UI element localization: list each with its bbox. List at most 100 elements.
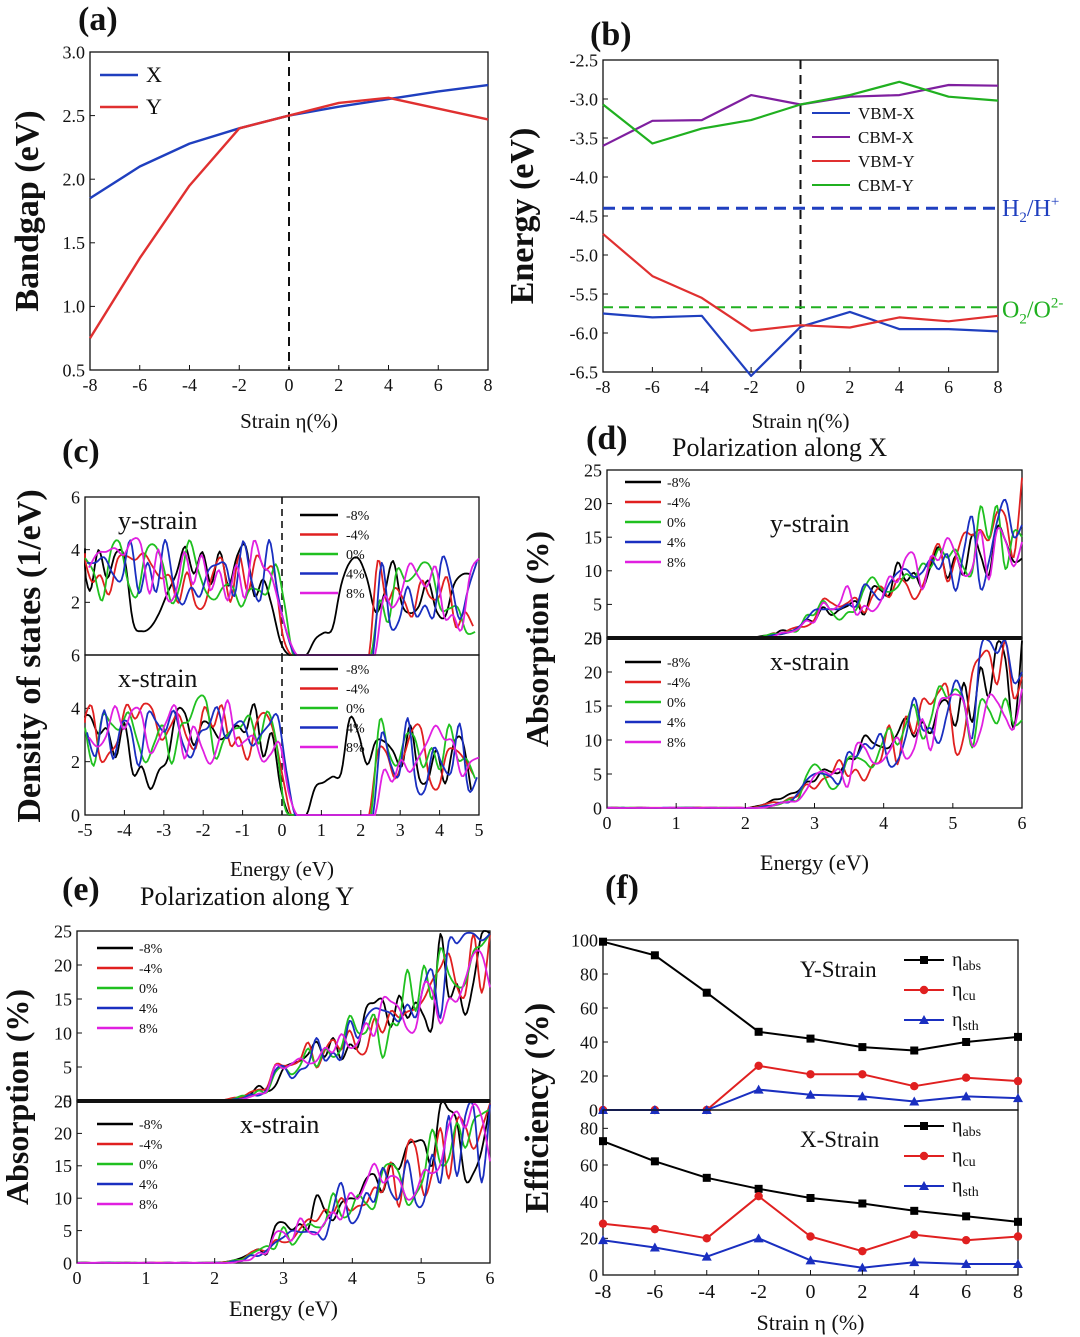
marker-triangle xyxy=(909,1096,920,1106)
y-axis-label-b: Energy (eV) xyxy=(504,128,541,305)
y-axis-e2-tick-label: 5 xyxy=(63,1221,72,1241)
marker-triangle xyxy=(598,1235,608,1245)
x-axis-c-tick-label: -3 xyxy=(156,820,171,840)
y-axis-c2-tick-label: 6 xyxy=(71,645,80,665)
y-axis-f1-tick-label: 40 xyxy=(580,1032,598,1052)
legend-label-c: 8% xyxy=(346,587,365,602)
legend-label-c: 4% xyxy=(346,568,365,583)
y-axis-e2-tick-label: 25 xyxy=(54,1091,72,1111)
y-axis-d2-tick-label: 20 xyxy=(584,662,602,682)
legend-sub: cu xyxy=(962,1155,975,1170)
panel-label-f: (f) xyxy=(605,869,639,906)
series-line-b-VBM-X xyxy=(602,310,999,377)
x-axis-d-tick-label: 3 xyxy=(810,813,819,833)
legend-sub: cu xyxy=(962,989,975,1004)
reference-label-h2: H2/H+ xyxy=(1002,194,1059,226)
legend-sub: sth xyxy=(962,1185,978,1200)
legend-sub: abs xyxy=(962,959,981,974)
marker-triangle xyxy=(961,1091,972,1101)
legend-label-d: 0% xyxy=(667,516,686,531)
x-axis-f-tick-label: 2 xyxy=(857,1281,867,1303)
marker-square xyxy=(858,1043,867,1052)
marker-square xyxy=(599,1137,607,1146)
x-axis-e-tick-label: 6 xyxy=(486,1268,495,1288)
sup: + xyxy=(1051,194,1059,210)
x-axis-d-tick-label: 4 xyxy=(879,813,888,833)
marker-square xyxy=(806,1034,815,1043)
legend-label-c: -8% xyxy=(346,663,370,678)
legend-label-d: -4% xyxy=(667,496,691,511)
x-axis-a-tick-label: 4 xyxy=(384,375,393,395)
dos-curve-c2 xyxy=(84,694,476,816)
marker-square xyxy=(754,1027,763,1036)
y-axis-d1-tick-label: 5 xyxy=(593,595,602,615)
sub: 2 xyxy=(1019,210,1027,226)
x-axis-label-a: Strain η(%) xyxy=(240,409,338,433)
x-axis-f-tick-label: 6 xyxy=(961,1281,971,1303)
y-axis-b-tick-label: -4.0 xyxy=(570,167,599,187)
y-axis-c2-tick-label: 0 xyxy=(71,805,80,825)
marker-triangle xyxy=(857,1091,868,1101)
x-axis-b-tick-label: 2 xyxy=(845,377,854,397)
series-line-b-CBM-Y xyxy=(602,80,999,145)
legend-marker-f xyxy=(920,956,928,964)
marker-circle xyxy=(650,1224,660,1234)
y-axis-e1-tick-label: 5 xyxy=(63,1057,72,1077)
x-axis-e-tick-label: 3 xyxy=(279,1268,288,1288)
x-axis-c-tick-label: -5 xyxy=(78,820,93,840)
marker-square xyxy=(650,1157,659,1166)
x-axis-f-tick-label: -8 xyxy=(595,1281,612,1303)
subpanel-title-c1: y-strain xyxy=(118,506,197,535)
dos-curve-c1 xyxy=(88,537,480,656)
legend-label-e: 4% xyxy=(139,1178,158,1193)
y-axis-b-tick-label: -5.5 xyxy=(570,284,599,304)
subpanel-title-d2: x-strain xyxy=(770,647,849,676)
y-axis-e2-tick-label: 10 xyxy=(54,1189,72,1209)
x-axis-f-tick-label: -2 xyxy=(750,1281,767,1303)
legend-label-e: 8% xyxy=(139,1198,158,1213)
legend-label-a: X xyxy=(146,62,162,87)
y-axis-d2-tick-label: 25 xyxy=(584,628,602,648)
legend-label-c: 0% xyxy=(346,702,365,717)
legend-label-c: -4% xyxy=(346,683,370,698)
x-axis-f-tick-label: -4 xyxy=(698,1281,715,1303)
series-line-b-VBM-Y xyxy=(602,233,999,332)
x-axis-f-tick-label: 0 xyxy=(806,1281,816,1303)
y-axis-f1-tick-label: 60 xyxy=(580,998,598,1018)
x-axis-b-tick-label: -6 xyxy=(645,377,660,397)
x-axis-a-tick-label: 6 xyxy=(434,375,443,395)
x-axis-b-tick-label: -2 xyxy=(744,377,759,397)
series-line-a-Y xyxy=(88,96,489,339)
y-axis-f2-tick-label: 40 xyxy=(580,1192,598,1212)
x-axis-e-tick-label: 5 xyxy=(417,1268,426,1288)
slash: /O xyxy=(1027,297,1051,323)
y-axis-e1-tick-label: 10 xyxy=(54,1023,72,1043)
marker-circle xyxy=(910,1230,919,1239)
x-axis-c-tick-label: -2 xyxy=(196,820,211,840)
marker-square xyxy=(702,1173,711,1182)
y-axis-f2-tick-label: 0 xyxy=(589,1265,598,1285)
legend-marker-f xyxy=(919,1151,929,1161)
y-axis-d1-tick-label: 15 xyxy=(584,528,602,548)
x-axis-a-tick-label: 0 xyxy=(285,375,294,395)
subpanel-title-e2: x-strain xyxy=(240,1110,319,1139)
legend-marker-f xyxy=(920,1122,928,1130)
y-axis-e1-tick-label: 0 xyxy=(63,1091,72,1111)
legend-label-e: 8% xyxy=(139,1022,158,1037)
y-axis-label-e: Absorption (%) xyxy=(0,989,35,1205)
subpanel-title-f1: Y-Strain xyxy=(800,957,877,982)
marker-circle xyxy=(858,1070,867,1079)
x-axis-label-f: Strain η (%) xyxy=(756,1310,864,1335)
x-axis-e-tick-label: 0 xyxy=(73,1268,82,1288)
dos-curve-c2 xyxy=(84,703,472,816)
marker-square xyxy=(962,1038,971,1046)
legend-label-d: -4% xyxy=(667,676,691,691)
y-axis-f2-tick-label: 80 xyxy=(580,1119,598,1139)
y-axis-b-tick-label: -3.5 xyxy=(570,128,599,148)
dos-curve-c2 xyxy=(88,699,480,816)
marker-square xyxy=(910,1206,919,1215)
legend-label-a: Y xyxy=(146,94,162,119)
x-axis-a-tick-label: -2 xyxy=(232,375,247,395)
x-axis-label-c: Energy (eV) xyxy=(230,857,334,881)
y-axis-label-f: Efficiency (%) xyxy=(519,1003,556,1214)
